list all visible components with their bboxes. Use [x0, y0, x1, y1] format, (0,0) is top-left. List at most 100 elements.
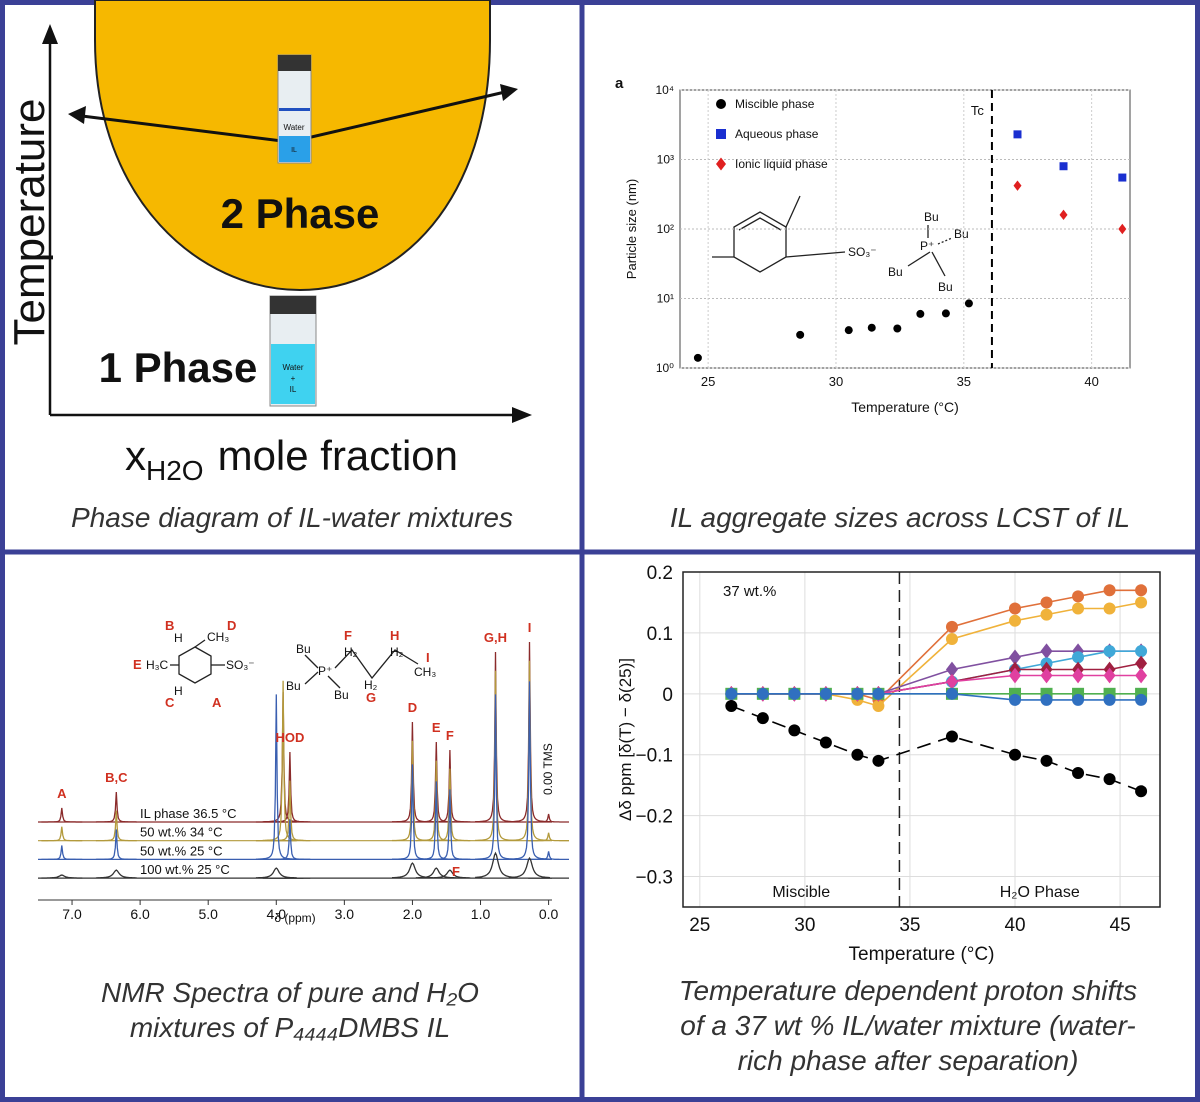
phase-diagram: Water IL Water + IL Temperature 2 Phase … [5, 0, 532, 486]
mixed-layer [271, 344, 315, 404]
x-axis-label: δ (ppm) [274, 911, 315, 925]
caption: NMR Spectra of pure and H₂O [101, 977, 479, 1008]
x-tick-label: 30 [829, 374, 843, 389]
structure-label: F [344, 628, 352, 643]
vial-label: IL [290, 385, 297, 394]
x-tick-label: 40 [1084, 374, 1098, 389]
x-tick-label: 30 [794, 915, 815, 936]
structure-label: Bu [924, 210, 939, 224]
y-tick-label: 10⁴ [655, 83, 674, 97]
peak [415, 741, 457, 823]
x-tick-label: 3.0 [335, 906, 355, 922]
marker [945, 730, 958, 743]
peak [415, 781, 457, 860]
peak [41, 874, 83, 879]
bond [937, 237, 953, 245]
x-subscript: H2O [146, 455, 204, 486]
marker [1103, 667, 1116, 684]
peak [392, 764, 433, 860]
x-axis-label: Temperature (°C) [851, 399, 959, 415]
marker [867, 323, 876, 332]
bond [304, 671, 319, 685]
marker [1135, 584, 1148, 597]
x-tick-label: 7.0 [62, 906, 82, 922]
legend-marker [716, 99, 726, 109]
marker [945, 661, 958, 678]
structure-label: P⁺ [318, 664, 332, 678]
peak [392, 862, 433, 879]
marker [1072, 590, 1085, 603]
marker [1040, 693, 1053, 706]
structure-label: Bu [938, 280, 953, 294]
peak [269, 751, 311, 823]
x-tick-label: 25 [689, 915, 710, 936]
peak [95, 810, 137, 842]
peak [41, 807, 83, 823]
marker [1040, 667, 1053, 684]
marker [872, 700, 885, 712]
x-tick-label: 0.0 [539, 906, 559, 922]
marker [1118, 173, 1127, 182]
marker [1009, 649, 1022, 666]
plot-area [682, 571, 1161, 908]
marker [1013, 180, 1022, 191]
x-tick-label: 5.0 [198, 906, 218, 922]
peak-label: HOD [275, 730, 304, 745]
legend-marker [716, 129, 726, 139]
structure-label: H₂ [344, 645, 358, 659]
marker [1040, 596, 1053, 609]
vial-label: Water [282, 363, 303, 372]
marker [844, 326, 853, 335]
y-tick-label: 10² [657, 222, 674, 236]
x-axis-label: Temperature (°C) [849, 944, 995, 965]
y-axis-label: Δδ ppm [δ(T) − δ(25)] [616, 658, 635, 821]
peak [415, 867, 457, 879]
bond [327, 675, 341, 689]
marker [1013, 130, 1022, 139]
vial-cap [278, 55, 311, 71]
peak [41, 845, 83, 861]
legend-marker [716, 157, 726, 171]
marker [893, 324, 902, 333]
peak [528, 832, 569, 842]
legend-label: IL phase 36.5 °C [140, 806, 237, 821]
marker [788, 687, 801, 700]
bond [785, 195, 801, 228]
y-tick-label: −0.2 [635, 807, 673, 828]
ring [733, 211, 787, 273]
caption: of a 37 wt % IL/water mixture (water- [680, 1010, 1135, 1041]
marker [1103, 693, 1116, 706]
marker [1072, 693, 1085, 706]
y-tick-label: −0.3 [635, 868, 673, 889]
peak [509, 856, 551, 879]
x-tick-label: 4.0 [267, 906, 287, 922]
ring [178, 646, 212, 684]
peak [95, 829, 137, 861]
structure-label: CH₃ [414, 665, 436, 679]
y-tick-label: −0.1 [635, 746, 673, 767]
structure-label: Bu [296, 642, 311, 656]
marker [1072, 767, 1085, 779]
bond [785, 251, 846, 258]
peak [269, 780, 311, 842]
structure-label: G [366, 690, 376, 705]
marker [964, 299, 973, 308]
vial-cap [270, 296, 316, 314]
caption: mixtures of P₄₄₄₄DMBS IL [130, 1012, 450, 1043]
peak [528, 851, 569, 861]
marker [1118, 223, 1127, 235]
marker [945, 620, 958, 633]
y-tick-label: 10⁰ [656, 361, 674, 375]
caption: rich phase after separation) [738, 1045, 1079, 1076]
marker [725, 700, 738, 712]
y-tick-label: 0.2 [647, 563, 673, 584]
structure-label: C [165, 695, 175, 710]
structure-label: D [227, 618, 236, 633]
marker [1009, 667, 1022, 684]
arrow-head [42, 24, 58, 44]
bond [931, 251, 946, 277]
annotation: Miscible [772, 884, 830, 901]
marker [1135, 645, 1148, 658]
annotation: 0.00 TMS [541, 743, 555, 795]
